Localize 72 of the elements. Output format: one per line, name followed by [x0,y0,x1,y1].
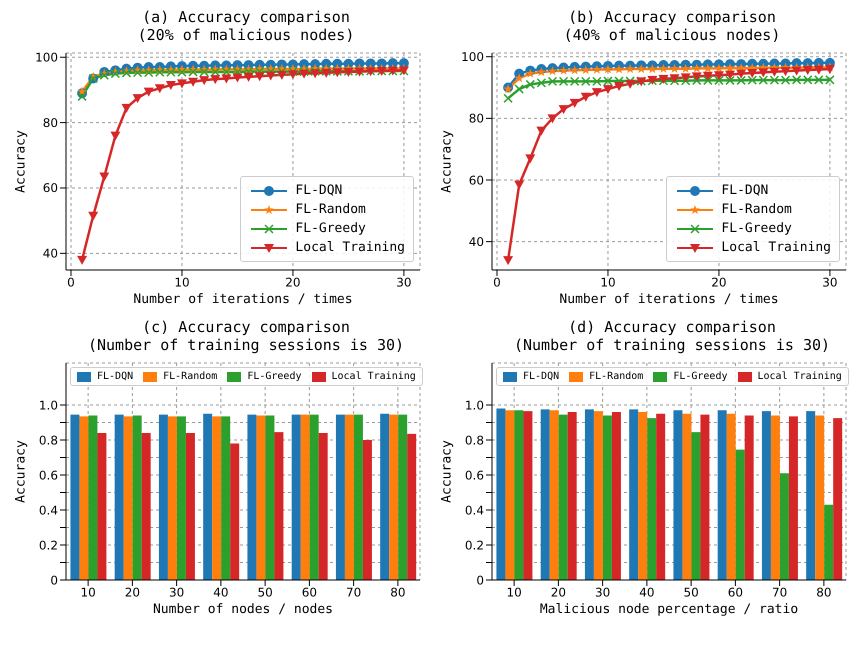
legend-label: FL-DQN [721,183,768,198]
y-tick-label: 0.8 [464,433,484,448]
legend-label: FL-Random [589,371,644,382]
x-tick-label: 30 [822,276,838,290]
legend-label: FL-Greedy [295,221,366,236]
legend-label: FL-Greedy [721,221,792,236]
x-tick-label: 20 [550,586,566,600]
legend-label: FL-DQN [97,371,134,382]
legend-label: FL-DQN [295,183,342,198]
legend-label: FL-Random [721,202,792,217]
x-tick-label: 10 [600,276,616,290]
legend-label: Local Training [758,371,842,382]
y-tick-label: 1.0 [38,398,58,412]
y-tick-label: 40 [468,234,484,249]
y-tick-label: 1.0 [464,398,484,412]
y-tick-label: 80 [42,116,58,130]
y-tick-label: 40 [42,246,58,261]
x-tick-label: 80 [816,586,832,600]
y-axis-title: Accuracy [14,130,29,193]
chart-title: (d) Accuracy comparison (Number of training sessions is 30) [512,318,832,356]
y-axis-title: Accuracy [440,130,455,193]
x-axis-title: Number of iterations / times [133,292,353,307]
legend-label: Local Training [332,371,416,382]
x-axis-title: Number of nodes / nodes [152,602,334,617]
x-tick-label: 40 [213,586,229,600]
chart-title: (c) Accuracy comparison (Number of training sessions is 30) [86,318,406,356]
legend-label: FL-Greedy [247,371,302,382]
x-tick-label: 30 [594,586,610,600]
x-tick-label: 0 [493,276,501,290]
legend-label: Local Training [295,240,405,255]
y-tick-label: 60 [42,181,58,196]
chart-title: (b) Accuracy comparison (40% of malicious nodes) [562,8,782,46]
x-axis-title: Malicious node percentage / ratio [540,602,798,617]
x-tick-label: 60 [302,586,318,600]
x-tick-label: 20 [711,276,727,290]
y-tick-label: 0.2 [38,538,58,552]
y-tick-label: 0 [476,573,484,588]
y-tick-label: 100 [35,50,58,65]
y-tick-label: 100 [461,50,484,64]
y-tick-label: 0 [50,573,58,588]
y-axis-title: Accuracy [440,440,455,503]
y-tick-label: 0.4 [464,503,484,518]
x-axis-title: Number of iterations / times [559,292,779,307]
x-tick-label: 20 [285,276,301,290]
x-tick-label: 30 [168,586,184,600]
legend-label: FL-DQN [523,371,560,382]
y-tick-label: 0.2 [464,538,484,552]
x-tick-label: 40 [639,586,655,600]
x-tick-label: 60 [728,586,744,600]
y-tick-label: 80 [468,112,484,126]
legend-label: Local Training [721,240,831,255]
y-tick-label: 0.4 [38,503,58,518]
legend-label: FL-Greedy [673,371,728,382]
y-axis-title: Accuracy [14,440,29,503]
y-tick-label: 60 [468,173,484,188]
x-tick-label: 0 [67,276,75,290]
x-tick-label: 70 [346,586,362,600]
x-tick-label: 80 [390,586,406,600]
y-tick-label: 0.6 [464,468,484,482]
chart-title: (a) Accuracy comparison (20% of malicious nodes) [136,8,356,46]
x-tick-label: 30 [396,276,412,290]
x-tick-label: 10 [80,586,96,600]
x-tick-label: 50 [683,586,699,600]
y-tick-label: 0.8 [38,433,58,448]
x-tick-label: 70 [772,586,788,600]
x-tick-label: 10 [174,276,190,290]
x-tick-label: 50 [257,586,273,600]
y-tick-label: 0.6 [38,468,58,482]
x-tick-label: 10 [506,586,522,600]
legend-label: FL-Random [295,202,366,217]
x-tick-label: 20 [124,586,140,600]
legend-label: FL-Random [163,371,218,382]
